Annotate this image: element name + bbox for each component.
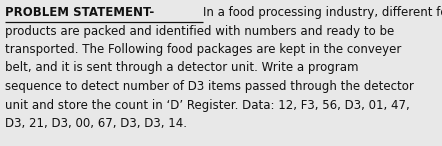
Text: belt, and it is sent through a detector unit. Write a program: belt, and it is sent through a detector … (5, 61, 358, 74)
Text: products are packed and identified with numbers and ready to be: products are packed and identified with … (5, 25, 394, 38)
Text: transported. The Following food packages are kept in the conveyer: transported. The Following food packages… (5, 43, 401, 56)
Text: D3, 21, D3, 00, 67, D3, D3, 14.: D3, 21, D3, 00, 67, D3, D3, 14. (5, 117, 187, 130)
Text: sequence to detect number of D3 items passed through the detector: sequence to detect number of D3 items pa… (5, 80, 414, 93)
Text: PROBLEM STATEMENT-: PROBLEM STATEMENT- (5, 6, 158, 19)
Text: unit and store the count in ‘D’ Register. Data: 12, F3, 56, D3, 01, 47,: unit and store the count in ‘D’ Register… (5, 99, 410, 112)
Text: In a food processing industry, different food: In a food processing industry, different… (203, 6, 442, 19)
